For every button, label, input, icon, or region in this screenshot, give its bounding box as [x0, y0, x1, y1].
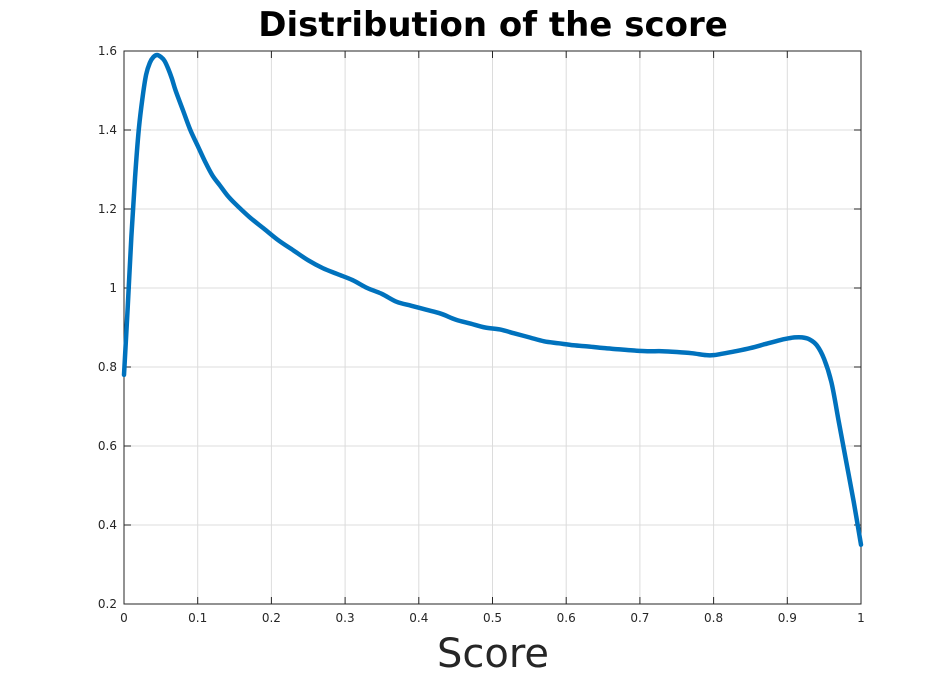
x-tick-label: 0.4: [409, 611, 428, 625]
y-tick-label: 0.6: [98, 439, 117, 453]
y-tick-label: 1.4: [98, 123, 117, 137]
x-tick-label: 0.8: [704, 611, 723, 625]
x-tick-label: 0: [120, 611, 128, 625]
grid-lines: [124, 51, 861, 604]
x-tick-label: 0.1: [188, 611, 207, 625]
y-tick-label: 0.2: [98, 597, 117, 611]
x-tick-label: 0.5: [483, 611, 502, 625]
series-layer: [121, 52, 864, 547]
y-tick-label: 0.4: [98, 518, 117, 532]
y-tick-label: 1.2: [98, 202, 117, 216]
chart-title: Distribution of the score: [258, 5, 728, 45]
series-line: [121, 52, 864, 547]
x-tick-labels: 0 0.1 0.2 0.3 0.4 0.5 0.6 0.7 0.8 0.9 1: [120, 611, 865, 625]
x-tick-label: 0.3: [336, 611, 355, 625]
x-tick-label: 0.7: [630, 611, 649, 625]
x-tick-label: 0.6: [557, 611, 576, 625]
plot-frame: [123, 50, 862, 605]
y-tick-label: 1: [109, 281, 117, 295]
y-tick-label: 1.6: [98, 44, 117, 58]
y-tick-label: 0.8: [98, 360, 117, 374]
y-tick-labels: 0.2 0.4 0.6 0.8 1 1.2 1.4 1.6: [98, 44, 117, 611]
x-tick-label: 1: [857, 611, 865, 625]
x-axis-label: Score: [437, 631, 549, 677]
x-tick-label: 0.2: [262, 611, 281, 625]
x-tick-label: 0.9: [778, 611, 797, 625]
